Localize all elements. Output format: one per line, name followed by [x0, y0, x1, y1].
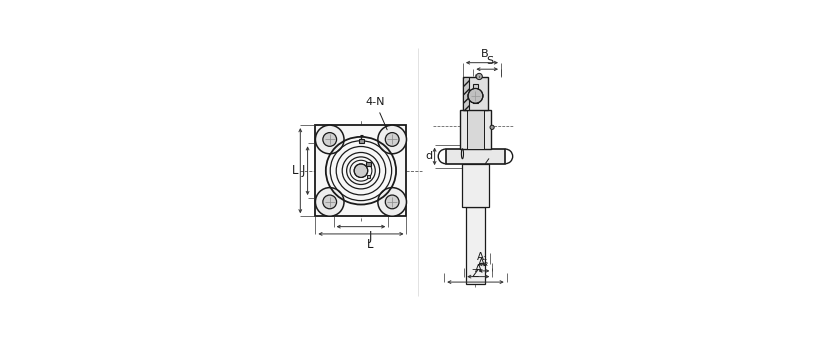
Bar [467, 110, 485, 149]
Bar [460, 110, 491, 149]
Text: Z: Z [472, 269, 479, 280]
Circle shape [354, 164, 368, 177]
Text: A₂: A₂ [478, 258, 490, 268]
Circle shape [385, 132, 399, 146]
Bar [359, 139, 364, 143]
Bar [446, 149, 505, 164]
Bar [462, 164, 489, 207]
Text: L: L [292, 164, 299, 177]
Text: L: L [367, 238, 373, 250]
Bar [473, 83, 478, 103]
Text: 4-N: 4-N [366, 97, 387, 130]
Bar [316, 125, 406, 216]
Circle shape [468, 89, 483, 103]
Bar [366, 162, 370, 166]
Text: B: B [481, 49, 489, 59]
Circle shape [378, 125, 406, 154]
Bar [463, 77, 488, 110]
Circle shape [316, 125, 344, 154]
Circle shape [468, 91, 477, 100]
Bar [466, 207, 486, 284]
Bar [367, 175, 370, 178]
Text: d: d [426, 151, 433, 161]
Text: A: A [475, 264, 482, 274]
Circle shape [323, 132, 336, 146]
Bar [463, 77, 468, 110]
Circle shape [385, 195, 399, 209]
Circle shape [473, 91, 483, 100]
Circle shape [378, 188, 406, 216]
Circle shape [316, 188, 344, 216]
Text: A₁: A₁ [477, 252, 489, 262]
Circle shape [323, 195, 336, 209]
Circle shape [490, 125, 494, 129]
Text: J: J [369, 230, 372, 243]
Text: S: S [486, 56, 494, 66]
Circle shape [476, 73, 482, 80]
Text: J: J [302, 164, 305, 177]
